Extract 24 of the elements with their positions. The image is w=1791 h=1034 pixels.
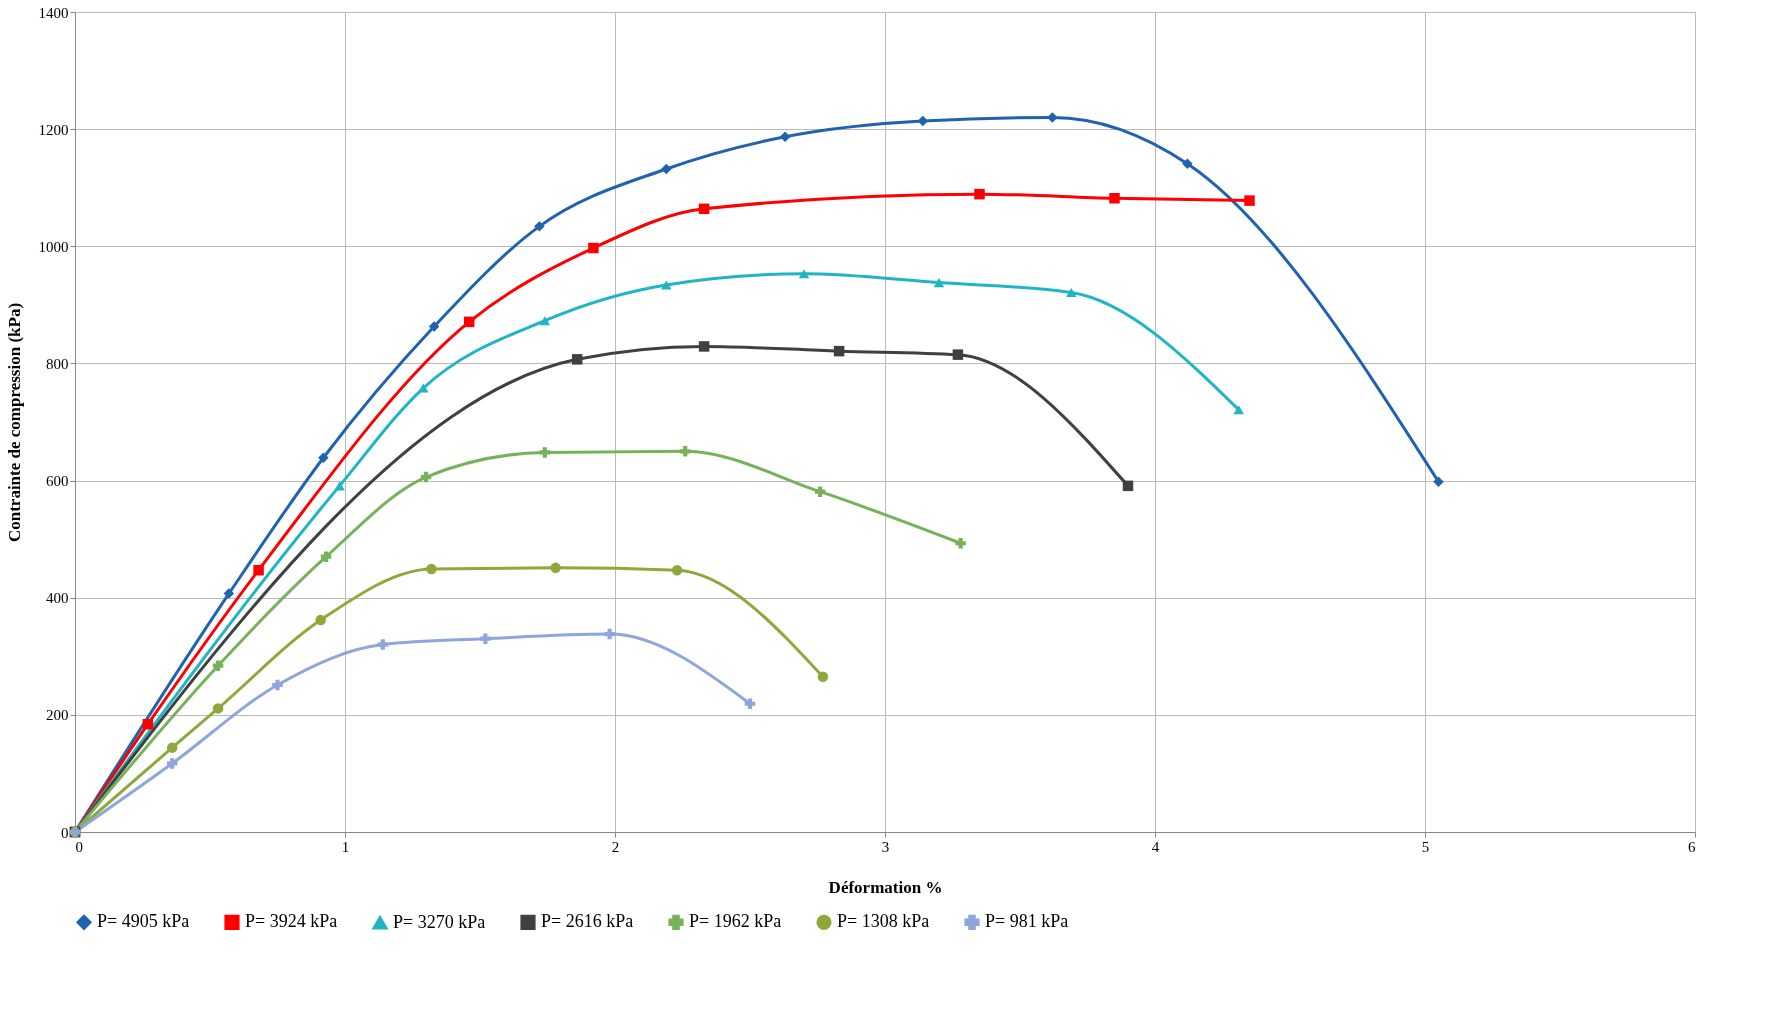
legend-label: P= 1308 kPa [837, 911, 930, 932]
y-tick-label: 1400 [38, 4, 69, 21]
y-tick-label: 0 [61, 824, 69, 841]
legend-label: P= 1962 kPa [689, 911, 782, 932]
y-tick-label: 800 [46, 355, 69, 372]
x-axis-title: Déformation % [828, 877, 943, 897]
x-tick-label: 4 [1151, 838, 1160, 855]
y-axis-title: Contrainte de compression (kPa) [4, 302, 24, 543]
x-tick-label: 3 [881, 838, 890, 855]
y-tick-label: 400 [46, 590, 69, 607]
x-tick-label: 6 [1688, 838, 1696, 855]
legend-label: P= 3924 kPa [245, 911, 338, 932]
x-tick-label: 5 [1421, 838, 1430, 855]
legend-label: P= 2616 kPa [541, 911, 634, 932]
y-tick-label: 600 [46, 473, 69, 490]
x-tick-label: 2 [611, 838, 620, 855]
x-tick-label: 0 [75, 838, 83, 855]
legend-label: P= 4905 kPa [97, 911, 190, 932]
legend-label: P= 981 kPa [985, 911, 1069, 932]
legend-label: P= 3270 kPa [393, 911, 486, 932]
x-tick-label: 1 [341, 838, 350, 855]
y-tick-label: 200 [46, 707, 69, 724]
y-tick-label: 1200 [38, 121, 69, 138]
y-tick-label: 1000 [38, 238, 69, 255]
